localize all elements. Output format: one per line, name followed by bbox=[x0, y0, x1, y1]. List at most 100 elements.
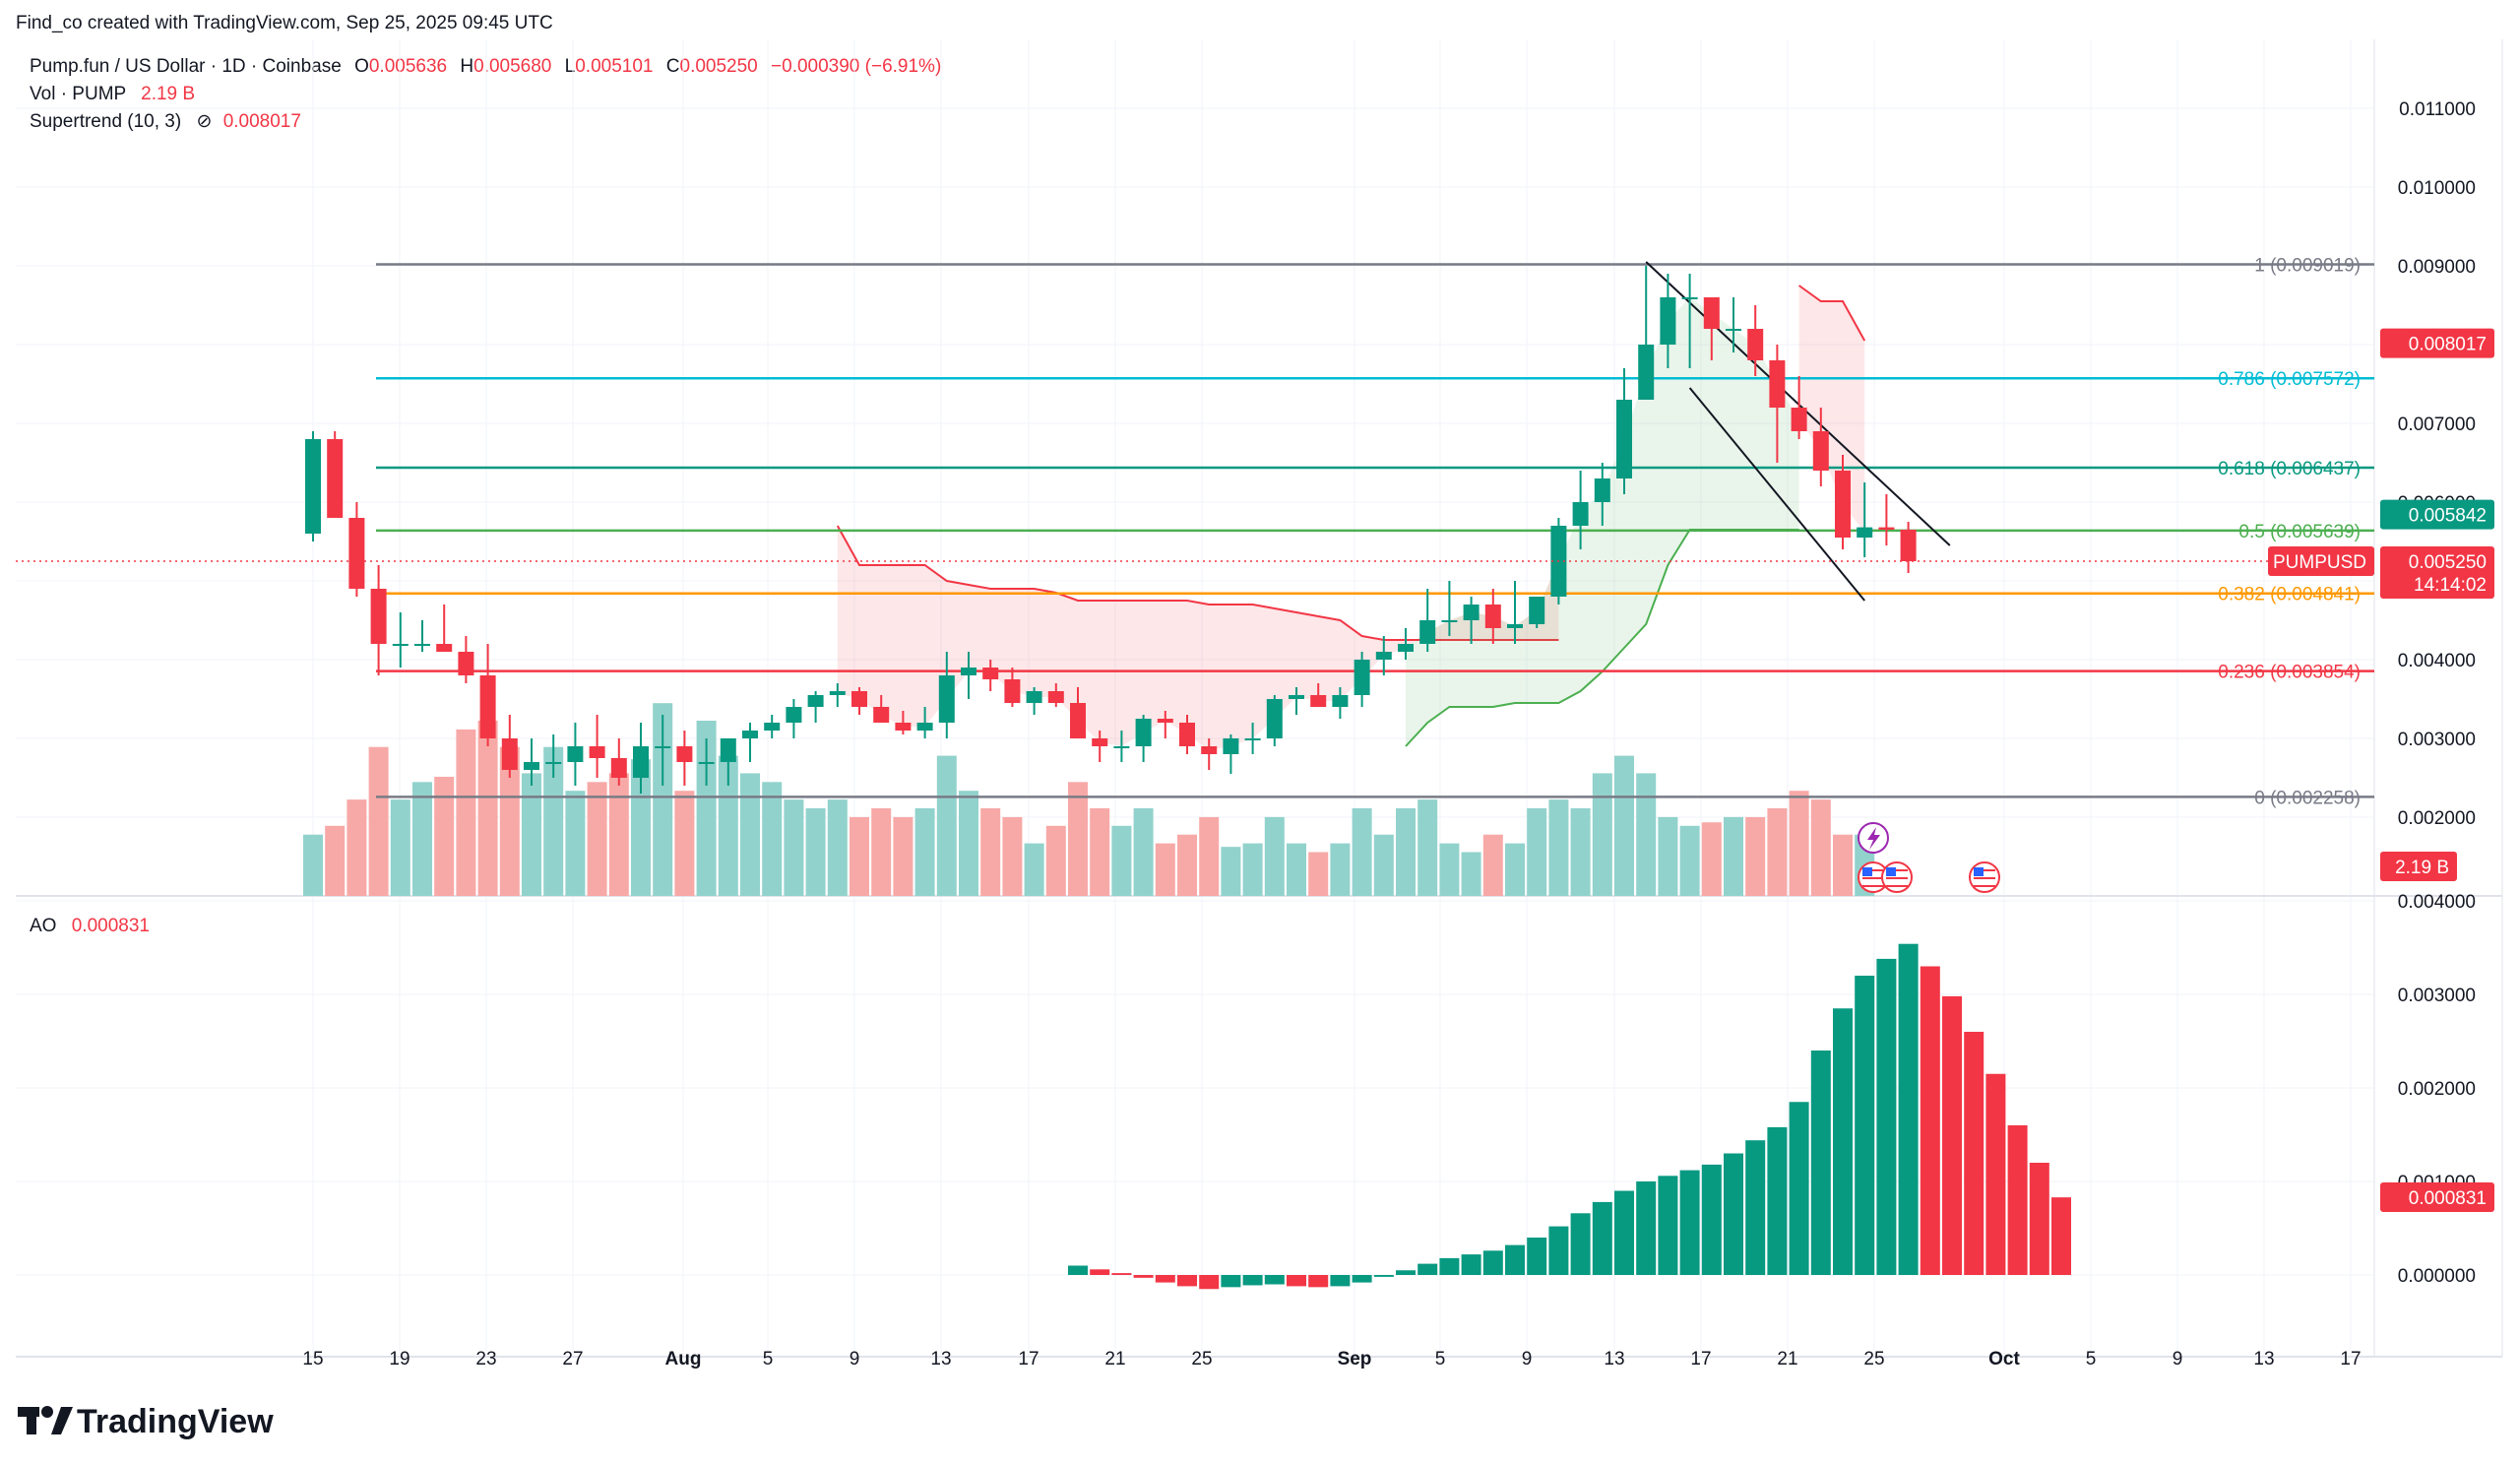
countdown-tag-bg bbox=[2380, 569, 2494, 599]
candle-body bbox=[873, 707, 890, 723]
ao-bar bbox=[1155, 1275, 1175, 1283]
ao-bar bbox=[1985, 1073, 2006, 1275]
ao-value-tag-text: 0.000831 bbox=[2409, 1188, 2487, 1209]
candle-body bbox=[479, 675, 496, 738]
ao-bar bbox=[1221, 1275, 1241, 1288]
flag-stripe bbox=[1974, 869, 1995, 871]
ao-legend[interactable]: AO 0.000831 bbox=[30, 916, 150, 937]
candle-body bbox=[961, 668, 976, 675]
volume-bar bbox=[784, 799, 804, 896]
price-tick-label: 0.003000 bbox=[2398, 730, 2476, 750]
volume-bar bbox=[1002, 816, 1023, 896]
candle-body bbox=[545, 762, 562, 764]
ao-bar bbox=[1242, 1275, 1263, 1286]
tradingview-logo[interactable]: TradingView bbox=[18, 1403, 274, 1440]
us-flag-icon bbox=[1858, 861, 1889, 893]
ao-bar bbox=[1527, 1238, 1547, 1275]
candle-body bbox=[720, 738, 736, 762]
volume-bar bbox=[893, 816, 914, 896]
volume-bar bbox=[936, 755, 957, 896]
flag-stripe bbox=[1886, 869, 1908, 871]
price-tick-label: 0.011000 bbox=[2399, 99, 2476, 120]
price-tick-label: 0.004000 bbox=[2398, 651, 2476, 671]
flag-stripe bbox=[1974, 877, 1995, 879]
time-axis[interactable]: 15 19 23 27 Aug 5 9 13 17 21 25 Sep 5 9 13 17 21 25 Oct 5 9 1… bbox=[302, 1349, 2361, 1369]
ao-bar bbox=[1942, 995, 1962, 1275]
ao-bar bbox=[1482, 1250, 1503, 1275]
candle-body bbox=[1201, 746, 1218, 754]
time-tick-label: 9 bbox=[2173, 1349, 2183, 1369]
candle-body bbox=[305, 439, 321, 534]
candle-body bbox=[348, 518, 365, 589]
ao-bar bbox=[1330, 1275, 1351, 1287]
candle-body bbox=[1769, 360, 1786, 408]
supertrend-price-tag-text: 0.008017 bbox=[2409, 335, 2487, 355]
fib-level-label: 0.382 (0.004841) bbox=[2218, 585, 2361, 605]
symbol-legend[interactable]: Pump.fun / US Dollar · 1D · Coinbase O0.… bbox=[30, 56, 941, 78]
ao-bar bbox=[1920, 966, 1940, 1275]
tradingview-wordmark: TradingView bbox=[77, 1403, 274, 1440]
trend-channel[interactable] bbox=[1645, 261, 1951, 602]
supertrend-legend[interactable]: Supertrend (10, 3) ⊘ 0.008017 bbox=[30, 110, 301, 133]
volume-label: Vol · PUMP bbox=[30, 84, 126, 104]
candle-body bbox=[414, 644, 430, 646]
candle-body bbox=[1026, 691, 1042, 703]
volume-bar bbox=[1701, 822, 1722, 896]
candle-body bbox=[1354, 660, 1370, 695]
price-tick-label: 0.009000 bbox=[2398, 257, 2476, 278]
candle-body bbox=[1791, 408, 1807, 431]
candle-body bbox=[916, 723, 933, 731]
volume-bar bbox=[434, 776, 455, 896]
candle-body bbox=[1070, 703, 1086, 738]
ao-bar bbox=[1789, 1102, 1809, 1275]
volume-bar bbox=[1614, 755, 1634, 896]
volume-bar bbox=[1724, 816, 1743, 896]
supertrend-price-tag-bg bbox=[2380, 328, 2494, 358]
candle-body bbox=[370, 589, 387, 644]
volume-bar bbox=[1177, 834, 1197, 896]
volume-bar bbox=[1482, 834, 1503, 896]
lightning-bolt bbox=[1867, 827, 1880, 850]
volume-bar bbox=[1045, 825, 1066, 896]
fibonacci-retracement[interactable]: 1 (0.009019) 0.786 (0.007572) 0.618 (0.006… bbox=[376, 255, 2374, 808]
candle-body bbox=[764, 723, 781, 731]
ao-bar bbox=[1898, 943, 1919, 1275]
ao-bar bbox=[1199, 1275, 1220, 1290]
price-axis[interactable]: 0.0110000.0100000.0090000.0080000.007000… bbox=[2398, 99, 2476, 829]
last-price-tag-bg bbox=[2380, 546, 2494, 576]
time-tick-label: 17 bbox=[1690, 1349, 1711, 1369]
volume-bar bbox=[1068, 782, 1088, 896]
ao-bar bbox=[1810, 1051, 1831, 1275]
ao-bar bbox=[1264, 1275, 1285, 1285]
flag-canton bbox=[1974, 867, 1984, 876]
event-markers[interactable] bbox=[1858, 822, 2000, 893]
time-tick-label: 15 bbox=[302, 1349, 323, 1369]
volume-legend[interactable]: Vol · PUMP 2.19 B bbox=[30, 84, 195, 105]
ao-bar bbox=[1592, 1201, 1612, 1275]
ao-bar bbox=[1570, 1213, 1591, 1275]
time-tick-label: 21 bbox=[1104, 1349, 1125, 1369]
hidden-eye-icon[interactable]: ⊘ bbox=[196, 111, 213, 132]
ao-bar bbox=[1833, 1008, 1853, 1275]
fib-level-label: 0 (0.002258) bbox=[2254, 788, 2361, 808]
candle-body bbox=[392, 644, 409, 646]
volume-bar bbox=[1264, 816, 1285, 896]
ao-bar bbox=[1439, 1257, 1460, 1275]
time-tick-label: 5 bbox=[1435, 1349, 1446, 1369]
ao-bar bbox=[1418, 1263, 1438, 1275]
volume-bar bbox=[499, 746, 520, 896]
volume-bar bbox=[850, 816, 869, 896]
volume-bar bbox=[1024, 843, 1044, 896]
volume-bar bbox=[1570, 808, 1591, 896]
volume-bar bbox=[1833, 834, 1853, 896]
volume-tag-bg bbox=[2380, 852, 2457, 881]
volume-value: 2.19 B bbox=[141, 84, 196, 104]
volume-bar bbox=[653, 703, 673, 896]
candle-body bbox=[1463, 605, 1480, 620]
volume-bar bbox=[1352, 808, 1372, 896]
candle-body bbox=[742, 731, 758, 738]
supertrend-indicator bbox=[836, 285, 1866, 750]
ao-tick-label: 0.003000 bbox=[2398, 986, 2476, 1006]
